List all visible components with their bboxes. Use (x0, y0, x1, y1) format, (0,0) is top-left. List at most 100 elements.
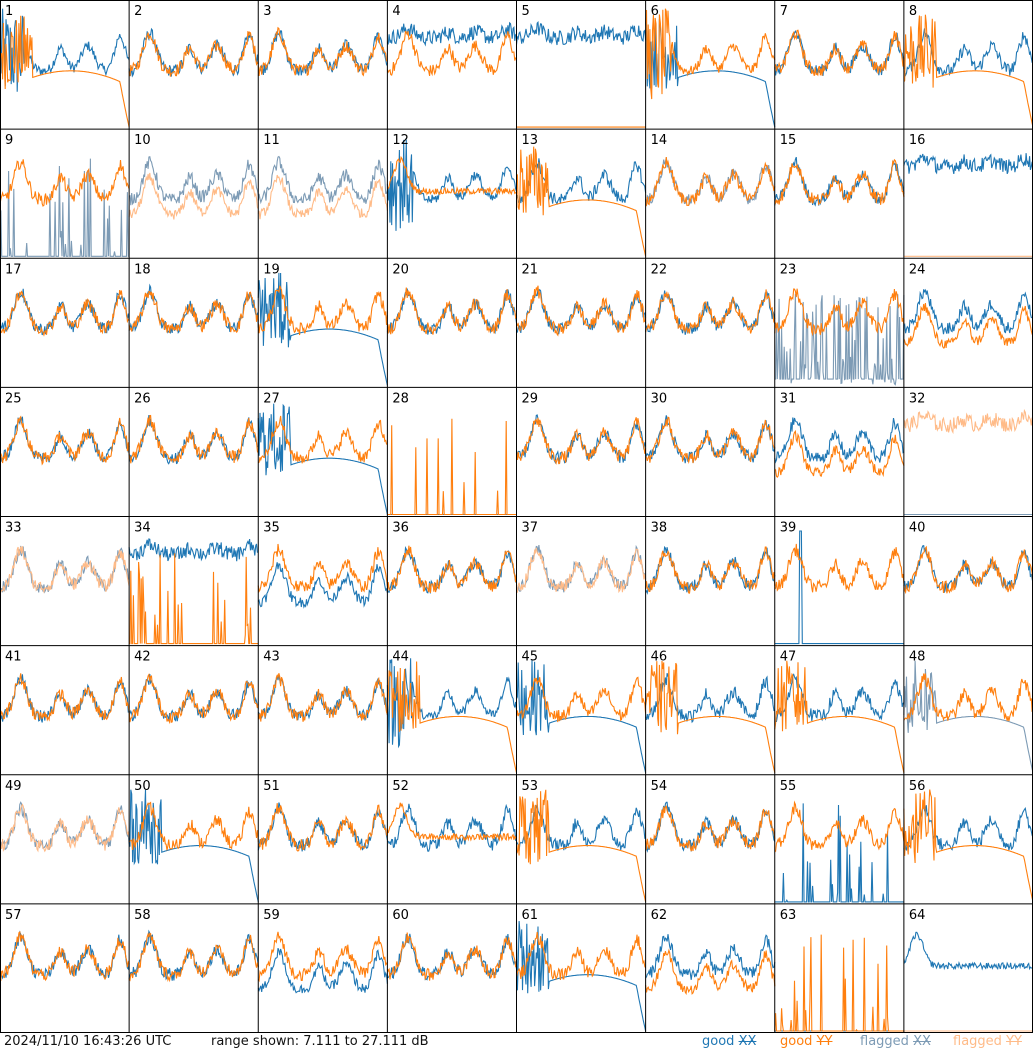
series-yy-panel-49 (0, 803, 130, 853)
panel-label-38: 38 (651, 521, 668, 536)
legend-good-yy-pol: YY (816, 1034, 833, 1049)
series-yy-panel-35 (257, 543, 388, 594)
series-xx-panel-54 (645, 801, 776, 853)
series-yy-panel-56 (903, 789, 1033, 903)
panel-label-53: 53 (522, 779, 539, 794)
panel-label-51: 51 (263, 779, 280, 794)
series-yy-panel-8 (903, 14, 1033, 128)
series-yy-panel-18 (128, 290, 259, 334)
series-xx-panel-14 (645, 157, 776, 206)
panel-label-52: 52 (392, 779, 409, 794)
panel-label-25: 25 (5, 391, 22, 406)
panel-label-6: 6 (651, 4, 659, 19)
legend-good-xx: good XX (702, 1034, 756, 1049)
panel-label-22: 22 (651, 262, 668, 277)
panel-label-63: 63 (780, 908, 797, 923)
series-xx-panel-12 (386, 139, 518, 231)
panel-label-19: 19 (263, 262, 280, 277)
series-yy-panel-14 (645, 157, 776, 207)
series-xx-panel-34 (128, 538, 259, 562)
series-yy-panel-50 (128, 801, 259, 851)
panel-label-21: 21 (522, 262, 539, 277)
series-xx-panel-62 (645, 934, 776, 980)
legend-good-xx-word: good (702, 1034, 735, 1049)
series-xx-panel-37 (516, 544, 647, 593)
series-yy-panel-20 (386, 287, 517, 335)
panel-label-57: 57 (5, 908, 22, 923)
legend-good-yy-word: good (780, 1034, 813, 1049)
panel-label-39: 39 (780, 521, 797, 536)
panel-label-12: 12 (392, 133, 409, 148)
series-xx-panel-4 (386, 21, 517, 47)
series-yy-panel-13 (515, 146, 647, 257)
series-yy-panel-15 (774, 158, 905, 206)
panel-label-62: 62 (651, 908, 668, 923)
panel-label-45: 45 (522, 650, 539, 665)
panel-label-9: 9 (5, 133, 13, 148)
series-xx-panel-47 (774, 673, 905, 722)
legend-good-yy: good YY (780, 1034, 832, 1049)
series-xx-panel-11 (257, 155, 388, 205)
panel-label-31: 31 (780, 391, 797, 406)
panel-label-44: 44 (392, 650, 409, 665)
panel-label-54: 54 (651, 779, 668, 794)
series-yy-panel-43 (257, 673, 388, 722)
panel-label-2: 2 (134, 4, 142, 19)
panel-label-32: 32 (909, 391, 926, 406)
panel-label-16: 16 (909, 133, 926, 148)
series-yy-panel-31 (774, 429, 905, 478)
panel-label-46: 46 (651, 650, 668, 665)
panel-label-47: 47 (780, 650, 797, 665)
series-yy-panel-41 (0, 673, 130, 722)
panel-label-36: 36 (392, 521, 409, 536)
panel-label-58: 58 (134, 908, 151, 923)
series-yy-panel-17 (0, 290, 130, 337)
legend-flagged-xx-pol: XX (913, 1034, 931, 1049)
range-label: range shown: 7.111 to 27.111 dB (211, 1034, 429, 1049)
series-yy-panel-11 (257, 174, 388, 220)
series-xx-panel-50 (128, 789, 259, 903)
series-yy-panel-60 (386, 932, 517, 981)
series-yy-panel-45 (515, 676, 647, 723)
series-xx-panel-25 (0, 416, 130, 463)
series-yy-panel-37 (515, 547, 647, 594)
panel-label-55: 55 (780, 779, 797, 794)
panel-label-8: 8 (909, 4, 917, 19)
legend-flagged-yy: flagged YY (953, 1034, 1022, 1049)
series-yy-panel-57 (0, 931, 130, 982)
panel-label-18: 18 (134, 262, 151, 277)
panel-label-41: 41 (5, 650, 22, 665)
series-xx-panel-38 (645, 545, 776, 595)
series-xx-panel-64 (903, 931, 1033, 971)
series-yy-panel-29 (515, 417, 647, 466)
legend-flagged-xx-word: flagged (860, 1034, 909, 1049)
panel-label-3: 3 (263, 4, 271, 19)
series-xx-panel-52 (387, 803, 518, 852)
series-xx-panel-36 (386, 545, 518, 594)
panel-label-7: 7 (780, 4, 788, 19)
series-yy-panel-30 (645, 416, 776, 464)
series-yy-panel-52 (386, 802, 518, 842)
series-yy-panel-25 (0, 415, 130, 466)
series-xx-panel-56 (903, 804, 1033, 851)
series-yy-panel-3 (257, 26, 388, 77)
series-xx-panel-45 (516, 660, 647, 773)
panel-label-34: 34 (134, 521, 151, 536)
series-xx-panel-46 (645, 672, 775, 724)
series-xx-panel-13 (515, 158, 647, 206)
panel-label-35: 35 (263, 521, 280, 536)
series-xx-panel-48 (903, 660, 1033, 773)
series-yy-panel-10 (128, 172, 259, 220)
panel-label-59: 59 (263, 908, 280, 923)
panel-label-5: 5 (522, 4, 530, 19)
series-yy-panel-12 (386, 155, 517, 196)
series-yy-panel-34 (129, 553, 259, 645)
series-yy-panel-26 (128, 414, 259, 464)
timestamp: 2024/11/10 16:43:26 UTC (4, 1034, 172, 1049)
panel-label-42: 42 (134, 650, 151, 665)
panel-label-56: 56 (909, 779, 926, 794)
series-xx-panel-16 (903, 153, 1033, 175)
series-xx-panel-9 (0, 158, 130, 257)
panel-label-29: 29 (522, 391, 539, 406)
